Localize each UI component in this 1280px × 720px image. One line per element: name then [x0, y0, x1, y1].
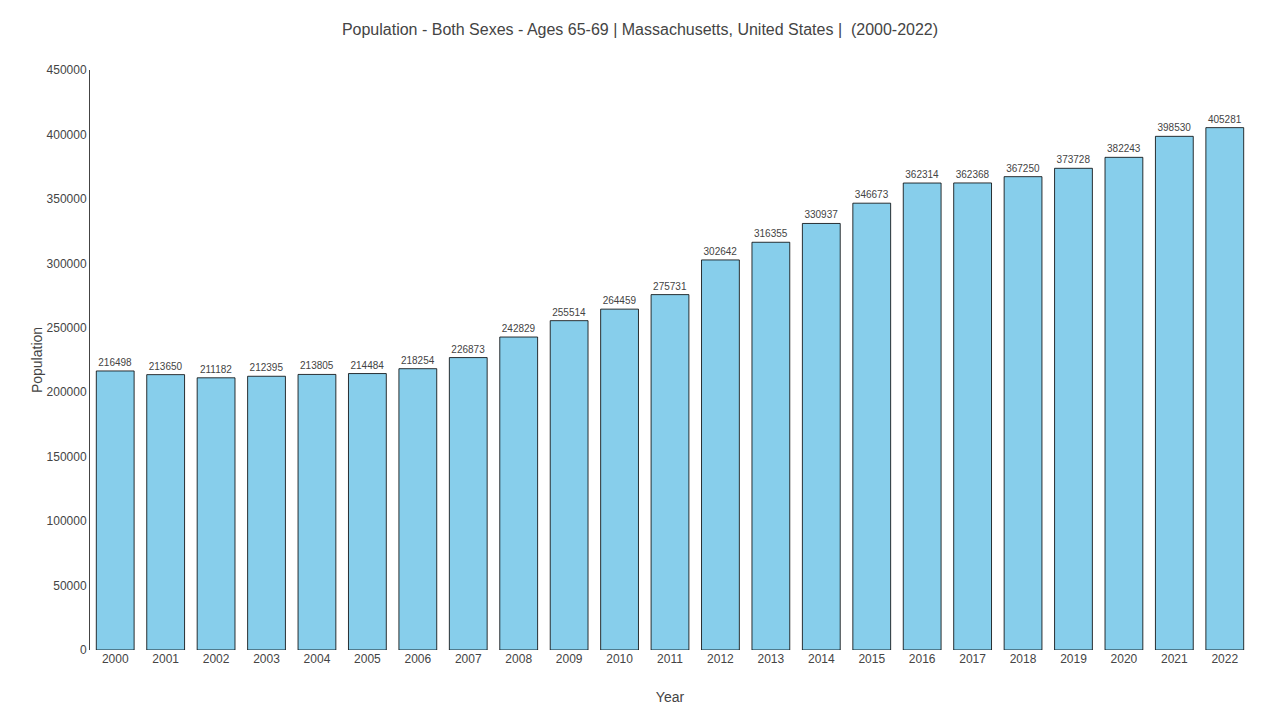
svg-text:264459: 264459 [603, 295, 637, 306]
svg-text:2014: 2014 [808, 652, 835, 666]
svg-text:226873: 226873 [451, 344, 485, 355]
svg-text:2020: 2020 [1111, 652, 1138, 666]
svg-text:2013: 2013 [758, 652, 785, 666]
svg-text:2007: 2007 [455, 652, 482, 666]
svg-text:316355: 316355 [754, 228, 788, 239]
svg-text:Population: Population [29, 327, 45, 393]
svg-text:275731: 275731 [653, 281, 687, 292]
svg-text:213650: 213650 [149, 361, 183, 372]
svg-text:212395: 212395 [250, 362, 284, 373]
svg-text:2021: 2021 [1161, 652, 1188, 666]
svg-text:250000: 250000 [47, 321, 87, 335]
svg-text:2005: 2005 [354, 652, 381, 666]
svg-text:382243: 382243 [1107, 143, 1141, 154]
svg-text:2015: 2015 [858, 652, 885, 666]
svg-text:2010: 2010 [606, 652, 633, 666]
svg-text:2019: 2019 [1060, 652, 1087, 666]
svg-text:214484: 214484 [350, 360, 384, 371]
svg-text:2009: 2009 [556, 652, 583, 666]
svg-text:367250: 367250 [1006, 163, 1040, 174]
svg-text:2003: 2003 [253, 652, 280, 666]
svg-text:405281: 405281 [1208, 114, 1242, 125]
svg-text:2012: 2012 [707, 652, 734, 666]
svg-text:2018: 2018 [1010, 652, 1037, 666]
svg-text:50000: 50000 [53, 579, 87, 593]
svg-text:400000: 400000 [47, 128, 87, 142]
svg-text:255514: 255514 [552, 307, 586, 318]
svg-text:0: 0 [80, 643, 87, 657]
svg-text:Population - Both Sexes - Ages: Population - Both Sexes - Ages 65-69 | M… [342, 21, 938, 38]
svg-text:2006: 2006 [404, 652, 431, 666]
svg-text:2017: 2017 [959, 652, 986, 666]
svg-text:300000: 300000 [47, 257, 87, 271]
svg-text:350000: 350000 [47, 192, 87, 206]
svg-text:Year: Year [656, 689, 685, 705]
svg-text:2022: 2022 [1211, 652, 1238, 666]
svg-text:2011: 2011 [657, 652, 683, 666]
svg-text:218254: 218254 [401, 355, 435, 366]
svg-text:2004: 2004 [304, 652, 331, 666]
svg-text:200000: 200000 [47, 385, 87, 399]
svg-text:2016: 2016 [909, 652, 936, 666]
svg-text:2008: 2008 [505, 652, 532, 666]
svg-text:2001: 2001 [152, 652, 179, 666]
svg-text:450000: 450000 [47, 63, 87, 77]
svg-text:362314: 362314 [905, 169, 939, 180]
svg-text:2000: 2000 [102, 652, 129, 666]
svg-text:100000: 100000 [47, 514, 87, 528]
svg-text:302642: 302642 [704, 246, 738, 257]
svg-text:362368: 362368 [956, 169, 990, 180]
svg-text:211182: 211182 [200, 364, 232, 375]
svg-text:150000: 150000 [47, 450, 87, 464]
svg-text:373728: 373728 [1057, 154, 1091, 165]
svg-text:242829: 242829 [502, 323, 536, 334]
svg-text:346673: 346673 [855, 189, 889, 200]
svg-text:330937: 330937 [804, 209, 838, 220]
svg-text:216498: 216498 [98, 357, 132, 368]
svg-text:213805: 213805 [300, 360, 334, 371]
svg-text:398530: 398530 [1157, 122, 1191, 133]
svg-text:2002: 2002 [203, 652, 230, 666]
